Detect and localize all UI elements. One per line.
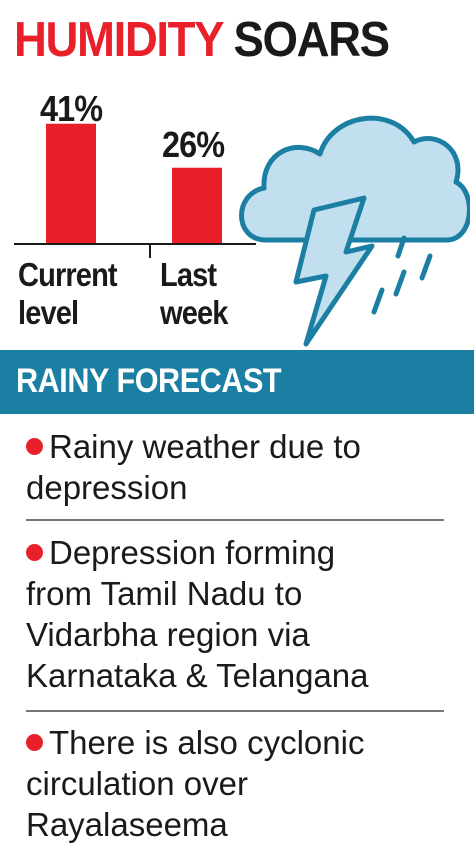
page-title: HUMIDITY SOARS [14,12,390,68]
forecast-item: Depression forming from Tamil Nadu to Vi… [26,532,456,696]
forecast-item-line: from Tamil Nadu to [26,575,303,612]
raindrop-icon [371,287,385,315]
raindrop-icon [395,235,407,259]
bar-last-week [172,167,222,244]
category-label-last-week: Last week [160,256,283,332]
raindrop-icon [419,253,433,281]
forecast-item-text: Rainy weather due to [49,428,361,465]
bar-current-level [46,123,96,244]
title-rest: SOARS [233,13,390,67]
bullet-icon [26,544,43,561]
divider [26,519,444,521]
bullet-icon [26,734,43,751]
bar-value-label-current: 41% [40,88,103,129]
forecast-banner: RAINY FORECAST [0,350,474,414]
category-label-line: level [18,294,79,331]
category-label-current: Current level [18,256,141,332]
cloud-icon [239,115,470,243]
forecast-heading: RAINY FORECAST [16,362,282,400]
forecast-item-line: circulation over [26,765,248,802]
thundercloud-with-rain-icon [239,115,470,347]
lightning-bolt-icon [293,195,375,347]
bar-value-label-last-week: 26% [162,124,225,165]
bar-group [46,123,222,244]
forecast-item-line: depression [26,469,188,506]
forecast-item: There is also cyclonic circulation over … [26,722,456,845]
forecast-item: Rainy weather due to depression [26,426,456,508]
forecast-item-line: Karnataka & Telangana [26,657,369,694]
divider [26,710,444,712]
forecast-item-line: Rayalaseema [26,806,228,843]
title-highlight: HUMIDITY [14,13,224,67]
category-label-line: Last [160,256,217,293]
forecast-item-text: Depression forming [49,534,336,571]
forecast-item-text: There is also cyclonic [49,724,365,761]
category-label-line: week [160,294,228,331]
raindrop-icon [393,269,407,297]
forecast-item-line: Vidarbha region via [26,616,310,653]
forecast-item-line: Rainy weather due to [26,426,456,467]
forecast-item-line: There is also cyclonic [26,722,456,763]
bullet-icon [26,438,43,455]
humidity-bar-chart [14,123,256,258]
forecast-item-line: Depression forming [26,532,456,573]
category-label-line: Current [18,256,118,293]
